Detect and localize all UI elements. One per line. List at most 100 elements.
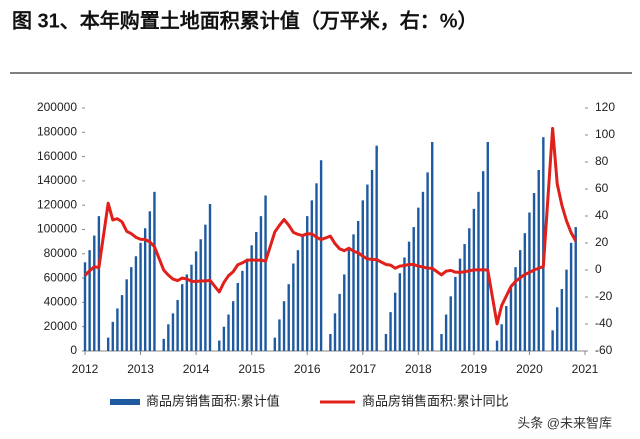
bar [204, 224, 207, 351]
bar [338, 293, 341, 351]
y-tick-label: 80000 [44, 246, 78, 260]
y2-tick-label: -40 [595, 316, 613, 330]
bar [528, 212, 531, 351]
bar [412, 227, 415, 351]
bar [231, 301, 235, 351]
bar [116, 308, 119, 351]
bar [560, 289, 564, 351]
y2-tick-label: 120 [595, 100, 615, 114]
bar [181, 284, 184, 351]
bar [162, 338, 165, 351]
bar [500, 324, 503, 351]
watermark: 头条 @未来智库 [517, 415, 612, 430]
bar [458, 258, 462, 351]
bar [306, 216, 309, 351]
legend-label: 商品房销售面积:累计同比 [362, 393, 509, 408]
y2-tick-label: -60 [595, 343, 613, 357]
bar [532, 193, 536, 351]
y-tick-label: 160000 [37, 149, 77, 163]
y-tick-label: 200000 [37, 100, 77, 114]
bar [403, 257, 406, 351]
y2-tick-label: 80 [595, 154, 609, 168]
bar [440, 333, 443, 351]
bar [255, 231, 258, 351]
y-tick-label: 140000 [37, 173, 77, 187]
bar [93, 235, 96, 351]
bar [130, 267, 133, 351]
y-tick-label: 100000 [37, 222, 77, 236]
bar [250, 245, 253, 351]
x-tick-label: 2017 [349, 362, 376, 376]
bar [472, 208, 476, 351]
x-tick-label: 2014 [183, 362, 210, 376]
bar [454, 276, 457, 351]
x-tick-label: 2020 [516, 362, 543, 376]
bar [148, 211, 152, 351]
bar [463, 244, 466, 351]
y-tick-label: 0 [70, 343, 77, 357]
bar [310, 200, 314, 351]
bar [551, 330, 554, 351]
bar [208, 203, 212, 351]
bar [143, 228, 147, 351]
x-tick-label: 2015 [238, 362, 265, 376]
bar [398, 273, 402, 351]
bar [505, 306, 508, 351]
bar [106, 337, 110, 351]
bar [417, 207, 420, 351]
bar [444, 314, 448, 351]
y2-tick-label: 0 [595, 262, 602, 276]
bar [426, 172, 429, 351]
bar [574, 227, 577, 351]
bar [356, 220, 360, 351]
x-tick-label: 2018 [405, 362, 432, 376]
bar [264, 195, 267, 351]
bar [333, 313, 337, 351]
y-tick-label: 20000 [44, 319, 78, 333]
bar [343, 274, 346, 351]
bar [481, 171, 485, 351]
bar [287, 284, 290, 351]
y2-tick-label: -20 [595, 289, 613, 303]
bar [449, 296, 452, 351]
y-tick-label: 120000 [37, 197, 77, 211]
bar [245, 258, 249, 351]
bar [352, 234, 355, 351]
y2-tick-label: 40 [595, 208, 609, 222]
x-tick-label: 2013 [127, 362, 154, 376]
bar [278, 319, 281, 351]
bar [347, 250, 351, 351]
bar [120, 295, 124, 351]
bar [361, 200, 364, 351]
bar [282, 301, 286, 351]
bar [259, 216, 263, 351]
bar [125, 279, 128, 351]
bar [523, 233, 527, 351]
bar [171, 313, 175, 351]
bar [537, 169, 540, 351]
y2-tick-label: 100 [595, 127, 615, 141]
bar [514, 267, 517, 351]
bar [176, 299, 179, 351]
bar [236, 282, 239, 351]
bar [185, 274, 189, 351]
bar [319, 160, 323, 351]
bar [199, 239, 202, 351]
bar [421, 191, 425, 351]
bar [495, 340, 499, 351]
bar [518, 250, 522, 351]
bar [218, 340, 221, 351]
bar [384, 333, 388, 351]
y2-tick-label: 60 [595, 181, 609, 195]
y2-tick-label: 20 [595, 235, 609, 249]
bar [134, 256, 138, 351]
bar [97, 216, 101, 351]
y-tick-label: 40000 [44, 295, 78, 309]
bar [569, 242, 573, 351]
bar [153, 191, 156, 351]
y-tick-label: 60000 [44, 270, 78, 284]
bar [389, 312, 392, 351]
legend-swatch [110, 399, 140, 405]
bar [407, 241, 411, 351]
